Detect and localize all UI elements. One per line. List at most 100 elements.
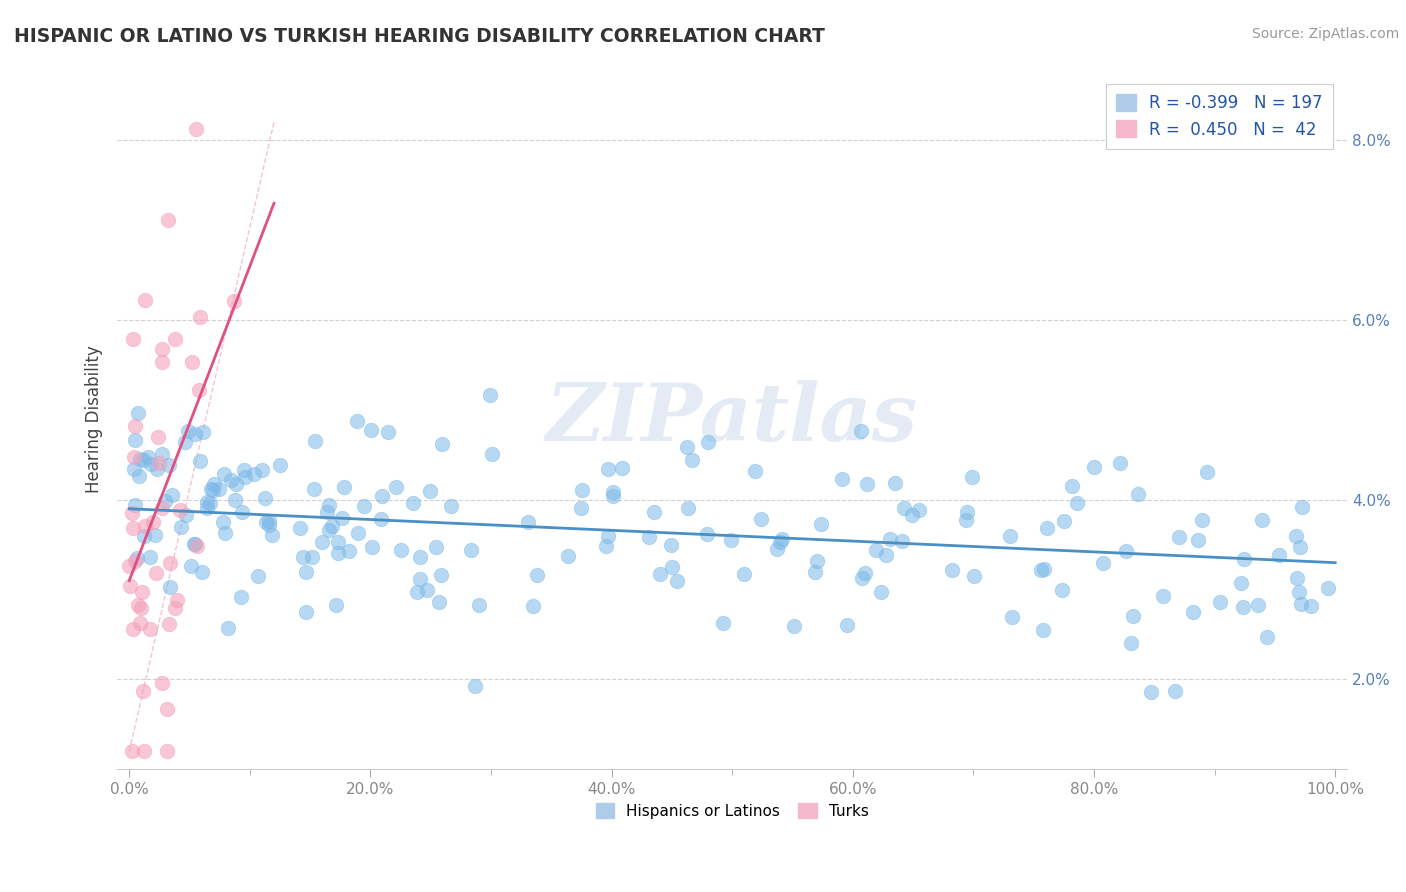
Point [257,515,280,529]
Point [124,498,146,512]
Point [346,415,368,429]
Point [157,617,180,632]
Point [409,572,432,586]
Point [250,463,273,477]
Point [159,556,181,570]
Point [183,537,205,551]
Point [166,592,188,607]
Point [150,447,173,461]
Point [1108,456,1130,470]
Point [157,458,180,473]
Point [143,528,166,542]
Point [1032,562,1054,576]
Point [233,463,256,477]
Point [810,517,832,532]
Point [202,483,225,497]
Point [1230,576,1253,591]
Point [165,601,187,615]
Point [596,529,619,543]
Point [835,618,858,632]
Point [159,580,181,594]
Text: HISPANIC OR LATINO VS TURKISH HEARING DISABILITY CORRELATION CHART: HISPANIC OR LATINO VS TURKISH HEARING DI… [14,27,825,45]
Point [733,566,755,581]
Legend: Hispanics or Latinos, Turks: Hispanics or Latinos, Turks [589,797,875,825]
Point [430,437,453,451]
Point [1036,521,1059,535]
Point [598,462,620,476]
Point [526,567,548,582]
Point [643,505,665,519]
Point [186,539,208,553]
Point [138,622,160,636]
Point [941,563,963,577]
Point [883,475,905,490]
Point [132,684,155,698]
Point [124,434,146,448]
Point [202,477,225,491]
Point [900,508,922,522]
Point [744,464,766,478]
Point [665,574,688,589]
Point [142,515,165,529]
Point [156,702,179,716]
Point [231,505,253,519]
Point [122,450,145,464]
Point [1233,552,1256,566]
Y-axis label: Hearing Disability: Hearing Disability [86,345,103,492]
Point [131,584,153,599]
Point [602,489,624,503]
Text: Source: ZipAtlas.com: Source: ZipAtlas.com [1251,27,1399,41]
Point [188,383,211,397]
Point [184,537,207,551]
Point [128,616,150,631]
Point [1000,529,1022,543]
Point [1152,589,1174,603]
Point [146,461,169,475]
Point [247,568,270,582]
Point [389,543,412,558]
Point [659,538,682,552]
Point [200,496,222,510]
Point [1001,610,1024,624]
Point [128,452,150,467]
Point [169,503,191,517]
Point [1289,597,1312,611]
Point [163,332,186,346]
Point [295,605,318,619]
Point [122,521,145,535]
Point [1317,581,1340,595]
Point [212,467,235,481]
Point [851,425,873,439]
Point [326,546,349,560]
Point [134,453,156,467]
Point [1083,460,1105,475]
Point [316,505,339,519]
Point [124,554,146,568]
Point [516,516,538,530]
Point [956,505,979,519]
Point [875,548,897,562]
Point [150,500,173,515]
Point [156,213,179,227]
Point [430,568,453,582]
Point [960,470,983,484]
Point [371,489,394,503]
Point [1050,582,1073,597]
Point [134,744,156,758]
Point [612,460,634,475]
Point [681,453,703,467]
Point [132,529,155,543]
Point [1066,496,1088,510]
Point [122,462,145,476]
Point [1181,605,1204,619]
Point [1139,685,1161,699]
Point [1031,563,1053,577]
Point [134,519,156,533]
Point [425,540,447,554]
Point [257,518,280,533]
Point [361,540,384,554]
Point [176,424,198,438]
Point [1191,513,1213,527]
Point [879,532,901,546]
Text: ZIPatlas: ZIPatlas [546,380,918,458]
